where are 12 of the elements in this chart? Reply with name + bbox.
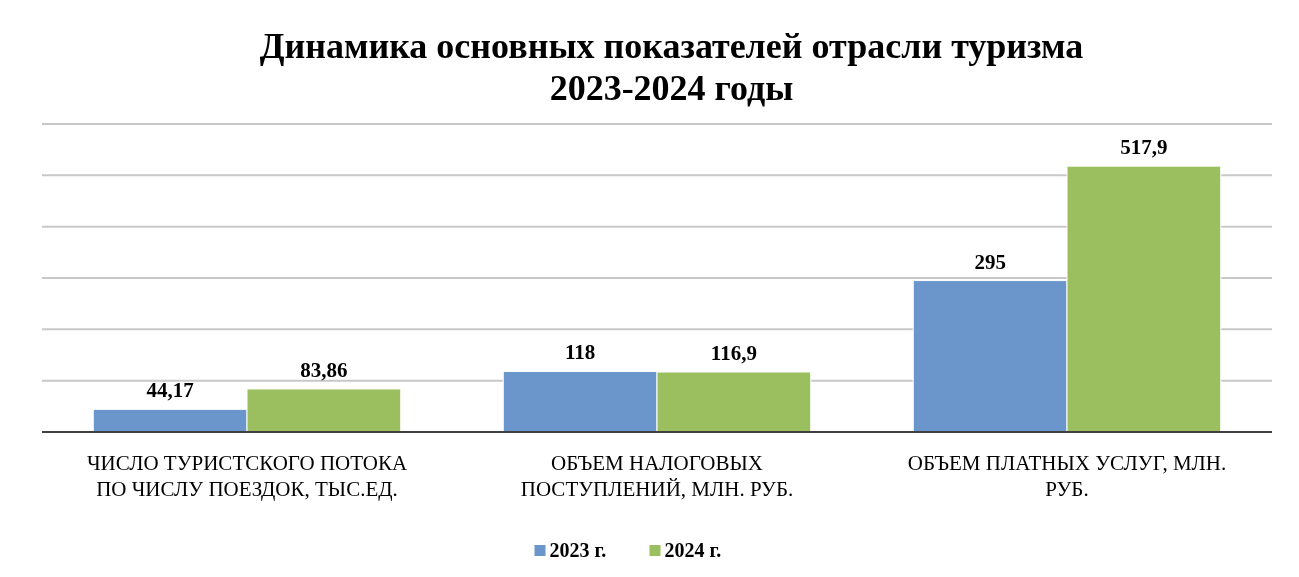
data-label: 118 (564, 340, 596, 365)
legend-label: 2023 г. (549, 539, 607, 561)
data-label: 517,9 (1120, 135, 1168, 160)
data-label: 83,86 (300, 357, 348, 382)
chart-title: Динамика основных показателей отрасли туризма 2023-2024 годы (259, 26, 1084, 108)
data-label: 44,17 (146, 378, 194, 403)
data-label: 295 (974, 249, 1006, 274)
x-tick-label: ОБЪЕМ ПЛАТНЫХ УСЛУГ, МЛН. РУБ. (907, 451, 1227, 501)
legend-label: 2024 г. (664, 539, 722, 561)
x-tick-label: ОБЪЕМ НАЛОГОВЫХ ПОСТУПЛЕНИЙ, МЛН. РУБ. (520, 451, 794, 501)
x-tick-label: ЧИСЛО ТУРИСТСКОГО ПОТОКА ПО ЧИСЛУ ПОЕЗДОК, ТЫС.ЕД. (86, 451, 408, 501)
data-label: 116,9 (710, 340, 757, 365)
